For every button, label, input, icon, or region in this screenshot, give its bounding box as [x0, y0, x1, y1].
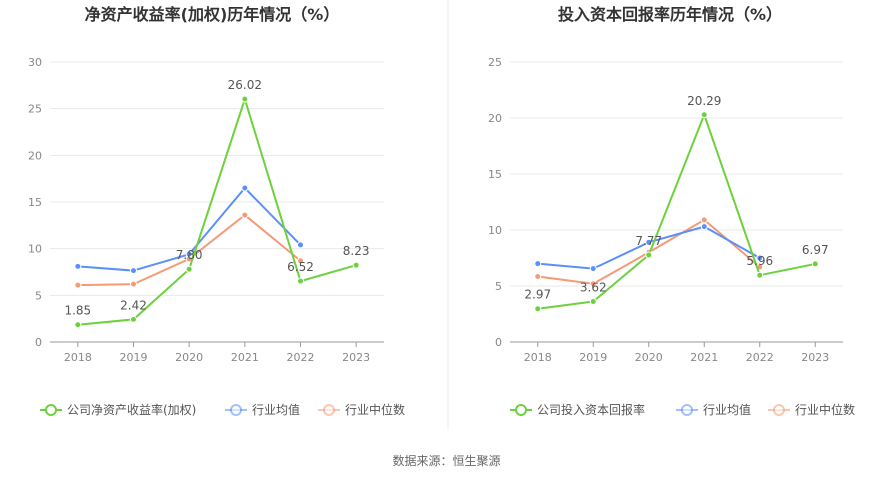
data-label: 2.42 — [120, 298, 147, 312]
company-data-point — [74, 321, 82, 329]
legend-marker-icon — [45, 404, 57, 416]
y-tick-label: 25 — [488, 56, 502, 69]
data-label: 20.29 — [687, 94, 721, 108]
company-data-point — [241, 95, 249, 103]
y-tick-label: 20 — [28, 149, 42, 162]
data-label: 7.80 — [176, 248, 203, 262]
data-label: 6.52 — [287, 260, 314, 274]
data-label: 26.02 — [228, 78, 262, 92]
legend-marker-icon — [323, 404, 335, 416]
y-tick-label: 5 — [35, 289, 42, 302]
x-tick-label: 2018 — [524, 351, 552, 364]
y-tick-label: 15 — [488, 168, 502, 181]
chart-title: 投入资本回报率历年情况（%） — [558, 5, 782, 24]
x-tick-label: 2022 — [287, 351, 315, 364]
company-series-line — [77, 98, 357, 326]
x-tick-label: 2021 — [690, 351, 718, 364]
company-data-point — [185, 265, 193, 273]
data-label: 5.96 — [746, 254, 773, 268]
company-data-point — [700, 111, 708, 119]
average-data-point — [297, 241, 304, 249]
y-tick-label: 15 — [28, 196, 42, 209]
legend-marker-icon — [681, 404, 693, 416]
data-label: 8.23 — [343, 244, 370, 258]
legend-label: 公司投入资本回报率 — [537, 402, 645, 417]
x-tick-label: 2019 — [579, 351, 607, 364]
y-tick-label: 10 — [28, 243, 42, 256]
average-data-point — [645, 238, 653, 246]
y-tick-label: 10 — [488, 224, 502, 237]
x-tick-label: 2022 — [746, 351, 774, 364]
x-tick-label: 2023 — [342, 351, 370, 364]
roe-chart-panel: 净资产收益率(加权)历年情况（%） 0 5 10 15 20 25 30 2018 2019 202… — [28, 5, 405, 417]
company-data-point — [297, 277, 304, 285]
median-data-point — [589, 280, 597, 288]
average-data-point — [756, 254, 764, 262]
legend-label: 行业均值 — [703, 402, 751, 417]
legend-marker-icon — [773, 404, 785, 416]
company-data-point — [811, 260, 819, 268]
x-tick-label: 2023 — [801, 351, 829, 364]
average-data-point — [185, 250, 193, 258]
median-data-point — [297, 257, 304, 265]
x-tick-label: 2021 — [231, 351, 259, 364]
y-tick-label: 0 — [35, 336, 42, 349]
data-label: 2.97 — [524, 288, 551, 302]
average-data-point — [74, 262, 82, 270]
y-tick-label: 25 — [28, 103, 42, 116]
median-data-point — [241, 211, 249, 219]
company-data-point — [756, 271, 764, 279]
y-tick-label: 30 — [28, 56, 42, 69]
average-data-point — [589, 265, 597, 273]
data-label: 3.62 — [580, 280, 607, 294]
data-label: 7.77 — [635, 234, 662, 248]
median-data-point — [130, 280, 137, 288]
legend-marker-icon — [515, 404, 527, 416]
data-label: 1.85 — [64, 304, 91, 318]
roic-chart-panel: 投入资本回报率历年情况（%） 0 5 10 15 20 25 2018 2019 2020 2021… — [488, 5, 855, 417]
x-tick-label: 2019 — [120, 351, 148, 364]
legend-label: 行业中位数 — [795, 402, 855, 417]
average-data-point — [534, 260, 542, 268]
data-label: 6.97 — [802, 243, 829, 257]
median-data-point — [74, 281, 82, 289]
x-tick-label: 2018 — [64, 351, 92, 364]
median-data-point — [534, 272, 542, 280]
median-data-point — [700, 216, 708, 224]
company-data-point — [645, 251, 653, 259]
legend-label: 行业均值 — [252, 402, 300, 417]
y-tick-label: 5 — [495, 280, 502, 293]
legend-label: 行业中位数 — [345, 402, 405, 417]
company-data-point — [589, 297, 597, 305]
data-source-note: 数据来源：恒生聚源 — [392, 453, 500, 468]
x-tick-label: 2020 — [175, 351, 203, 364]
x-tick-label: 2020 — [635, 351, 663, 364]
average-data-point — [130, 267, 137, 275]
average-data-point — [241, 184, 249, 192]
average-data-point — [700, 223, 708, 231]
y-tick-label: 20 — [488, 112, 502, 125]
chart-title: 净资产收益率(加权)历年情况（%） — [85, 5, 340, 24]
company-data-point — [130, 315, 137, 323]
y-tick-label: 0 — [495, 336, 502, 349]
company-data-point — [534, 305, 542, 313]
legend-label: 公司净资产收益率(加权) — [67, 402, 196, 417]
company-data-point — [352, 261, 360, 269]
legend-marker-icon — [230, 404, 242, 416]
company-series-line — [537, 113, 816, 310]
